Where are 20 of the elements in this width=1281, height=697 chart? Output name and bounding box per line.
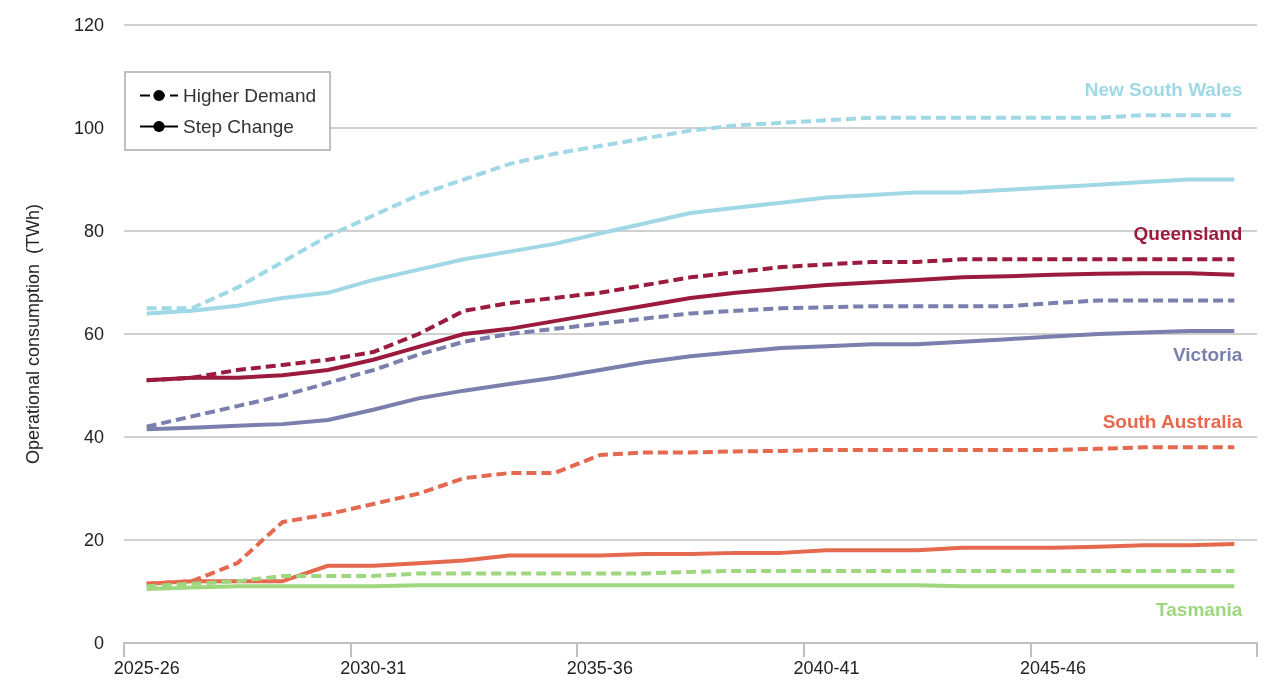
x-tick-label: 2025-26: [113, 658, 180, 678]
y-tick-label: 20: [83, 530, 104, 550]
x-tick-label: 2040-41: [793, 658, 860, 678]
y-tick-label: 60: [83, 324, 104, 344]
y-tick-label: 40: [83, 427, 104, 447]
x-tick-label: 2035-36: [566, 658, 633, 678]
legend-label: Step Change: [183, 116, 294, 137]
series-label: Tasmania: [1156, 599, 1243, 621]
x-tick-label: 2045-46: [1020, 658, 1087, 678]
series-label: New South Wales: [1084, 79, 1243, 101]
y-tick-label: 120: [73, 15, 104, 35]
y-tick-label: 100: [73, 118, 104, 138]
series-label: Queensland: [1133, 223, 1243, 245]
x-tick-label: 2030-31: [340, 658, 407, 678]
y-axis-title: Operational consumption (TWh): [23, 203, 43, 465]
series-label: Victoria: [1172, 343, 1243, 365]
y-tick-label: 80: [83, 221, 104, 241]
series-label: South Australia: [1102, 411, 1243, 433]
legend-label: Higher Demand: [183, 85, 317, 106]
y-tick-label: 0: [93, 633, 104, 653]
